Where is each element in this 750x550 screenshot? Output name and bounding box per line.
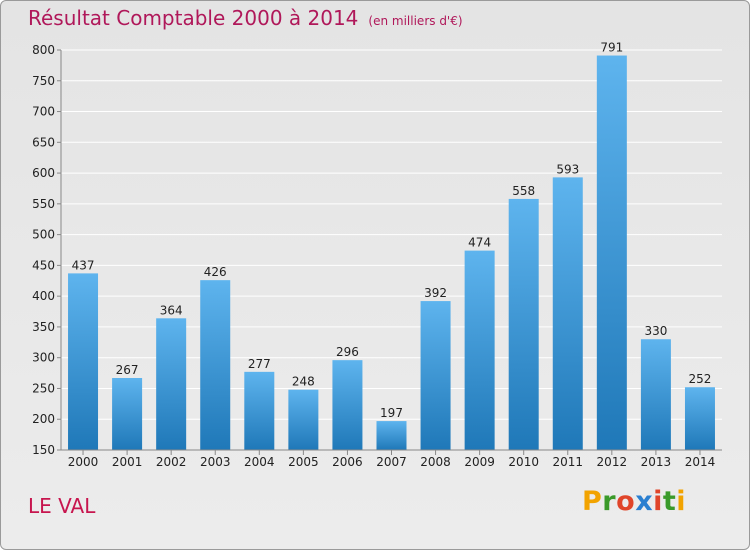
bar [684,387,715,450]
y-tick-label: 750 [32,74,55,88]
y-tick-label: 400 [32,289,55,303]
data-label: 267 [116,363,139,377]
data-label: 593 [556,162,579,176]
y-tick-label: 350 [32,320,55,334]
logo-letter: P [582,486,603,517]
data-label: 364 [160,303,183,317]
y-tick-label: 800 [32,43,55,57]
title-unit: (en milliers d'€) [368,14,463,28]
data-label: 392 [424,286,447,300]
x-tick-label: 2001 [112,455,143,469]
town-name: LE VAL [28,494,96,518]
data-label: 558 [512,184,535,198]
y-tick-label: 550 [32,197,55,211]
bar [464,250,495,450]
x-tick-label: 2004 [244,455,275,469]
x-tick-label: 2003 [200,455,231,469]
bar [508,198,539,450]
title-text: Résultat Comptable 2000 à 2014 [28,6,359,30]
logo-letter: t [662,486,677,517]
logo-letter: o [616,486,636,517]
y-tick-label: 500 [32,228,55,242]
y-tick-label: 250 [32,381,55,395]
data-label: 426 [204,265,227,279]
logo-letter: i [676,486,687,517]
data-label: 791 [600,41,623,55]
bar [332,360,363,450]
x-tick-label: 2009 [464,455,495,469]
data-label: 277 [248,357,271,371]
data-label: 252 [689,372,712,386]
y-tick-label: 200 [32,412,55,426]
bar [288,389,319,450]
data-label: 296 [336,345,359,359]
logo-letter: i [653,486,663,517]
bar [420,301,451,450]
data-label: 330 [644,324,667,338]
bar [596,55,627,451]
y-tick-label: 600 [32,166,55,180]
y-tick-label: 450 [32,258,55,272]
logo-letter: x [635,486,654,517]
bar [156,318,187,450]
data-label: 474 [468,236,491,250]
data-label: 197 [380,406,403,420]
bar [68,273,99,450]
bar [244,371,275,450]
data-label: 248 [292,375,315,389]
y-tick-label: 150 [32,443,55,457]
x-tick-label: 2006 [332,455,363,469]
bar [640,339,671,450]
x-tick-label: 2000 [68,455,99,469]
x-tick-label: 2002 [156,455,187,469]
x-tick-label: 2013 [641,455,672,469]
x-tick-label: 2012 [597,455,628,469]
x-tick-label: 2011 [552,455,583,469]
bar [376,421,407,450]
proxiti-logo[interactable]: Proxiti [582,486,686,517]
x-tick-label: 2008 [420,455,451,469]
y-tick-label: 650 [32,135,55,149]
bar [552,177,583,450]
x-tick-label: 2005 [288,455,319,469]
y-tick-label: 700 [32,105,55,119]
x-tick-label: 2014 [685,455,716,469]
y-tick-label: 300 [32,351,55,365]
bar [200,280,231,450]
x-tick-label: 2007 [376,455,407,469]
logo-letter: r [602,486,617,517]
chart-title: Résultat Comptable 2000 à 2014 (en millie… [28,6,463,30]
data-label: 437 [72,258,95,272]
bar [112,378,143,450]
x-tick-label: 2010 [508,455,539,469]
